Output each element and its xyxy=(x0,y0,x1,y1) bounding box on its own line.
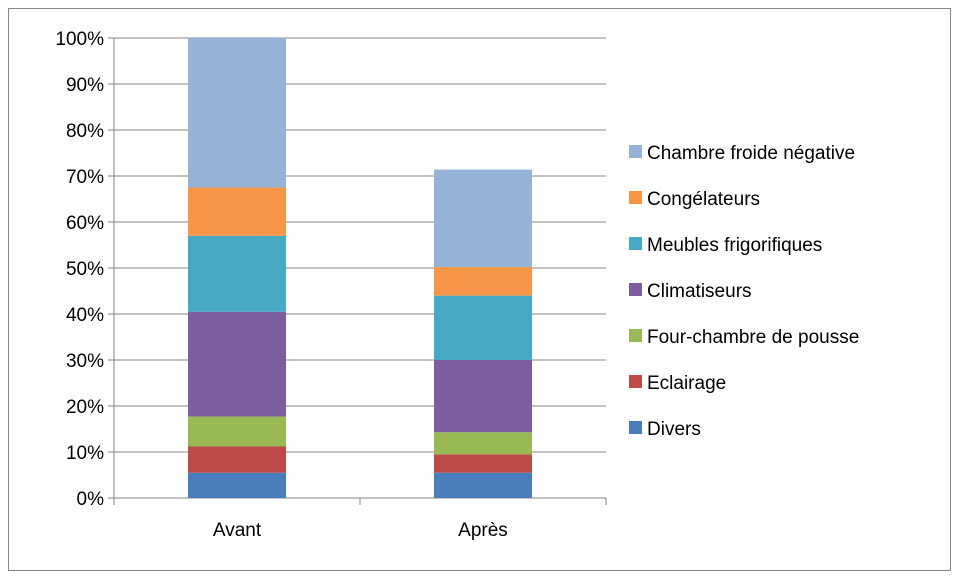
bar-segment-apres-3 xyxy=(434,360,532,433)
legend-swatch xyxy=(629,237,642,250)
bar-segment-avant-2 xyxy=(188,416,286,447)
y-tick-label: 70% xyxy=(66,167,104,188)
legend-swatch xyxy=(629,375,642,388)
gridlines xyxy=(114,37,606,453)
y-tick-label: 50% xyxy=(66,259,104,280)
y-tick-label: 30% xyxy=(66,351,104,372)
y-tick-label: 100% xyxy=(55,29,104,50)
chart-frame: 0% 10% 20% 30% 40% 50% 60% 70% 80% 90% 100% Avant Ap… xyxy=(8,8,951,571)
legend-swatch xyxy=(629,145,642,158)
legend: Chambre froide négative Congélateurs Meubl… xyxy=(629,143,859,440)
legend-swatch xyxy=(629,191,642,204)
stacked-bar-chart: 0% 10% 20% 30% 40% 50% 60% 70% 80% 90% 100% Avant Ap… xyxy=(55,29,859,541)
legend-label: Meubles frigorifiques xyxy=(647,235,822,256)
y-tick-label: 10% xyxy=(66,443,104,464)
axis-labels: 0% 10% 20% 30% 40% 50% 60% 70% 80% 90% 100% Avant Ap… xyxy=(55,29,507,541)
x-category-label: Après xyxy=(458,520,508,541)
bar-segment-apres-1 xyxy=(434,454,532,473)
legend-swatch xyxy=(629,329,642,342)
bar-segment-apres-6 xyxy=(434,169,532,268)
y-tick-label: 20% xyxy=(66,397,104,418)
y-tick-label: 90% xyxy=(66,75,104,96)
bars xyxy=(188,38,532,498)
bar-segment-avant-6 xyxy=(188,38,286,188)
y-tick-label: 0% xyxy=(77,489,105,510)
legend-label: Chambre froide négative xyxy=(647,143,855,164)
x-category-label: Avant xyxy=(213,520,262,541)
y-tick-label: 80% xyxy=(66,121,104,142)
legend-swatch xyxy=(629,283,642,296)
bar-segment-avant-0 xyxy=(188,472,286,498)
bar-segment-avant-4 xyxy=(188,235,286,312)
legend-label: Divers xyxy=(647,419,701,440)
bar-segment-apres-0 xyxy=(434,472,532,498)
bar-segment-apres-5 xyxy=(434,267,532,296)
legend-label: Climatiseurs xyxy=(647,281,752,302)
bar-segment-avant-1 xyxy=(188,446,286,473)
legend-label: Four-chambre de pousse xyxy=(647,327,859,348)
y-tick-label: 40% xyxy=(66,305,104,326)
bar-segment-apres-2 xyxy=(434,432,532,455)
y-tick-label: 60% xyxy=(66,213,104,234)
legend-swatch xyxy=(629,421,642,434)
bar-segment-avant-3 xyxy=(188,311,286,417)
legend-label: Congélateurs xyxy=(647,189,760,210)
legend-label: Eclairage xyxy=(647,373,726,394)
bar-segment-apres-4 xyxy=(434,295,532,360)
bar-segment-avant-5 xyxy=(188,187,286,236)
